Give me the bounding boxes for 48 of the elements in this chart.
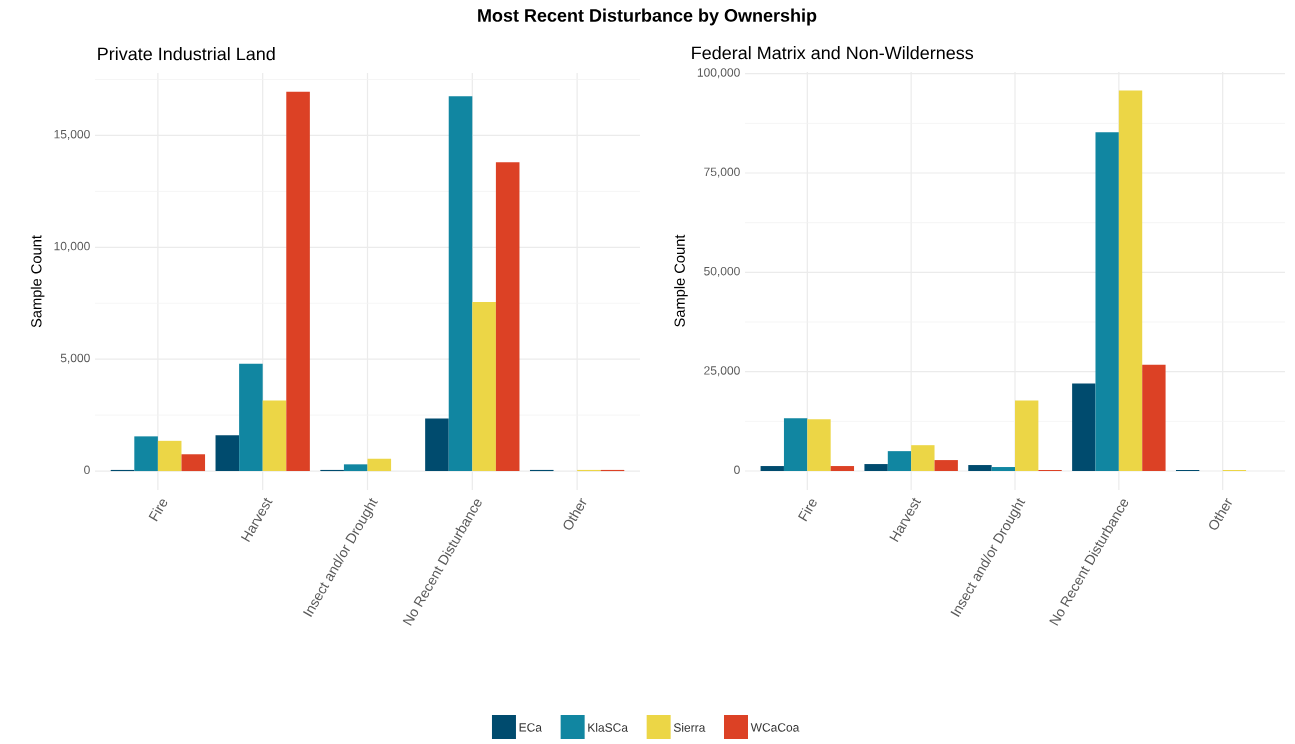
legend-label: KlaSCa	[588, 722, 628, 732]
y-tick-label: 100,000	[697, 68, 740, 79]
bar	[783, 418, 808, 472]
bar	[1142, 364, 1166, 472]
bar	[1015, 400, 1039, 472]
chart-title: Most Recent Disturbance by Ownership	[478, 8, 817, 26]
y-axis-title: Sample Count	[674, 234, 688, 327]
bar	[343, 464, 368, 472]
bar	[1095, 132, 1119, 472]
bar	[495, 162, 520, 472]
y-tick-label: 0	[84, 465, 90, 475]
bar	[134, 436, 158, 472]
bar	[934, 460, 958, 472]
bar	[215, 435, 240, 472]
bar	[1118, 90, 1143, 472]
x-tick-label: Fire	[798, 499, 817, 522]
bar	[807, 419, 831, 472]
chart-subtitle: Federal Matrix and Non-Wilderness	[692, 46, 974, 60]
y-tick-label: 75,000	[704, 167, 740, 178]
bar	[262, 400, 287, 472]
bar	[991, 467, 1015, 472]
bar	[472, 302, 496, 472]
y-tick-label: 5,000	[60, 353, 90, 364]
legend-label: Sierra	[673, 722, 706, 732]
bar	[181, 454, 206, 472]
bar	[760, 466, 784, 472]
bar	[367, 458, 392, 472]
bar	[157, 440, 182, 472]
bar	[425, 418, 449, 472]
legend-label: WCaCoa	[750, 723, 800, 732]
legend-label: ECa	[519, 723, 542, 732]
chart-subtitle: Private Industrial Land	[98, 47, 275, 61]
bar	[887, 451, 912, 472]
bar	[911, 445, 935, 472]
y-tick-label: 10,000	[54, 241, 90, 252]
bar	[448, 96, 473, 472]
y-tick-label: 50,000	[704, 266, 740, 277]
bar	[1072, 383, 1096, 472]
bar	[286, 91, 310, 472]
bar	[830, 466, 855, 472]
y-tick-label: 15,000	[54, 129, 90, 140]
y-axis-title: Sample Count	[30, 235, 45, 328]
bar	[864, 464, 888, 472]
x-tick-label: Fire	[148, 499, 168, 522]
bar	[968, 465, 992, 472]
y-tick-label: 25,000	[704, 366, 740, 377]
y-tick-label: 0	[734, 465, 740, 475]
bar	[239, 363, 263, 472]
